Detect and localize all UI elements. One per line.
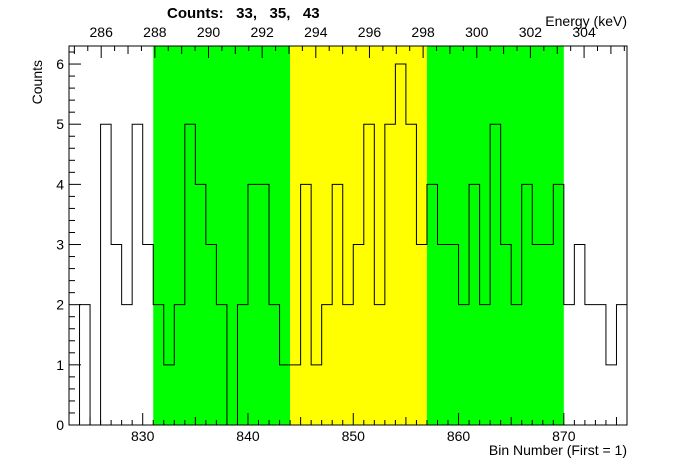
region-0 [153,46,291,425]
y-tick-label: 1 [56,357,64,373]
y-axis-label: Counts [29,60,45,104]
x2-tick-label: 302 [519,24,543,40]
region-2 [426,46,564,425]
x2-tick-label: 288 [143,24,167,40]
x-tick-label: 850 [342,428,366,444]
x2-tick-label: 292 [250,24,274,40]
x-tick-label: 860 [447,428,471,444]
x2-axis-label: Energy (keV) [545,13,627,29]
x2-tick-label: 294 [304,24,328,40]
axes: 830 840 850 860 870 0 1 2 3 4 5 6 286 288 290 292 294 296… [56,24,628,444]
x2-tick-label: 286 [90,24,114,40]
x2-tick-label: 300 [465,24,489,40]
plot-frame [68,45,628,426]
y-tick-label: 3 [56,237,64,253]
x2-tick-label: 304 [572,24,596,40]
y-tick-label: 6 [56,56,64,72]
shaded-regions [153,46,564,425]
x2-tick-label: 298 [411,24,435,40]
y-tick-label: 0 [56,417,64,433]
x2-tick-label: 296 [358,24,382,40]
x2-tick-label: 290 [197,24,221,40]
x-tick-label: 830 [131,428,155,444]
chart-title: Counts: 33, 35, 43 [167,5,320,22]
x-tick-label: 870 [552,428,576,444]
y-tick-label: 2 [56,297,64,313]
x-tick-label: 840 [236,428,260,444]
x-axis-label: Bin Number (First = 1) [489,442,627,458]
region-1 [290,46,427,425]
histogram-line [69,63,627,426]
y-tick-label: 5 [56,116,64,132]
y-tick-label: 4 [56,176,64,192]
